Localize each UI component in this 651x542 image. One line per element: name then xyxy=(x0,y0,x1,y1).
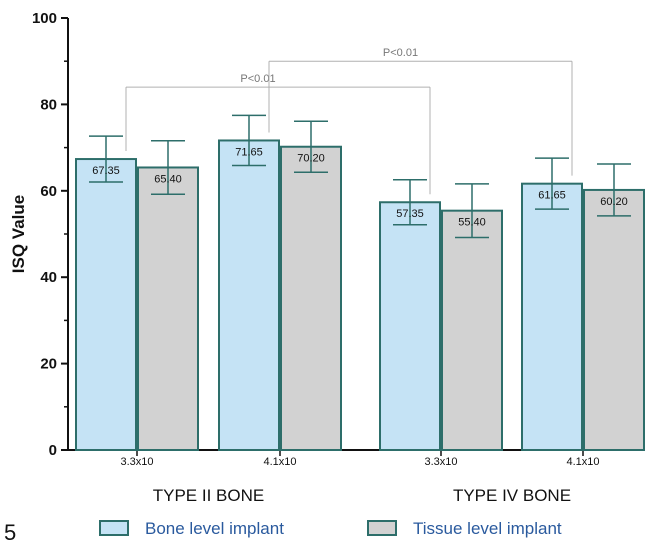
bars xyxy=(75,114,645,452)
value-label: 57.35 xyxy=(396,208,424,220)
bar xyxy=(218,139,280,452)
value-label: 67.35 xyxy=(92,165,120,177)
axes: 0 20 40 60 80 100 ISQ Value 3.3x10 4.1x10 3.3x10 4… xyxy=(9,10,645,505)
bar xyxy=(137,166,199,452)
value-label: 70.20 xyxy=(297,153,325,165)
group-label: TYPE II BONE xyxy=(153,486,264,505)
y-tick-label: 100 xyxy=(32,10,57,27)
panel-label: 5 xyxy=(4,520,16,542)
y-tick-label: 80 xyxy=(40,96,57,113)
value-label: 55.40 xyxy=(458,217,486,229)
y-tick-label: 20 xyxy=(40,356,57,373)
legend-swatch xyxy=(99,520,129,536)
bar xyxy=(75,158,137,451)
y-axis-label: ISQ Value xyxy=(9,195,28,273)
legend-label: Bone level implant xyxy=(145,519,284,538)
x-tick-label: 3.3x10 xyxy=(424,456,457,468)
labels: 67.35 65.40 71.65 70.20 57.35 55.40 61.65 60.20 xyxy=(92,146,628,228)
x-tick-label: 4.1x10 xyxy=(263,456,296,468)
value-label: 61.65 xyxy=(538,190,566,202)
bar xyxy=(583,188,645,451)
bar xyxy=(379,201,441,451)
significance-brackets: P<0.01 P<0.01 xyxy=(125,47,573,195)
legend: Bone level implant Tissue level implant 5 xyxy=(4,519,562,542)
legend-swatch xyxy=(367,520,397,536)
y-tick-label: 60 xyxy=(40,183,57,200)
p-value-label: P<0.01 xyxy=(240,73,275,85)
value-label: 60.20 xyxy=(600,196,628,208)
bar xyxy=(441,209,503,451)
x-tick-label: 4.1x10 xyxy=(566,456,599,468)
x-tick-label: 3.3x10 xyxy=(120,456,153,468)
value-label: 65.40 xyxy=(154,173,182,185)
value-label: 71.65 xyxy=(235,146,263,158)
group-label: TYPE IV BONE xyxy=(453,486,571,505)
y-tick-label: 40 xyxy=(40,269,57,286)
legend-label: Tissue level implant xyxy=(413,519,562,538)
p-value-label: P<0.01 xyxy=(383,47,418,59)
bar xyxy=(521,182,583,451)
y-tick-label: 0 xyxy=(49,442,57,459)
bar xyxy=(280,145,342,451)
